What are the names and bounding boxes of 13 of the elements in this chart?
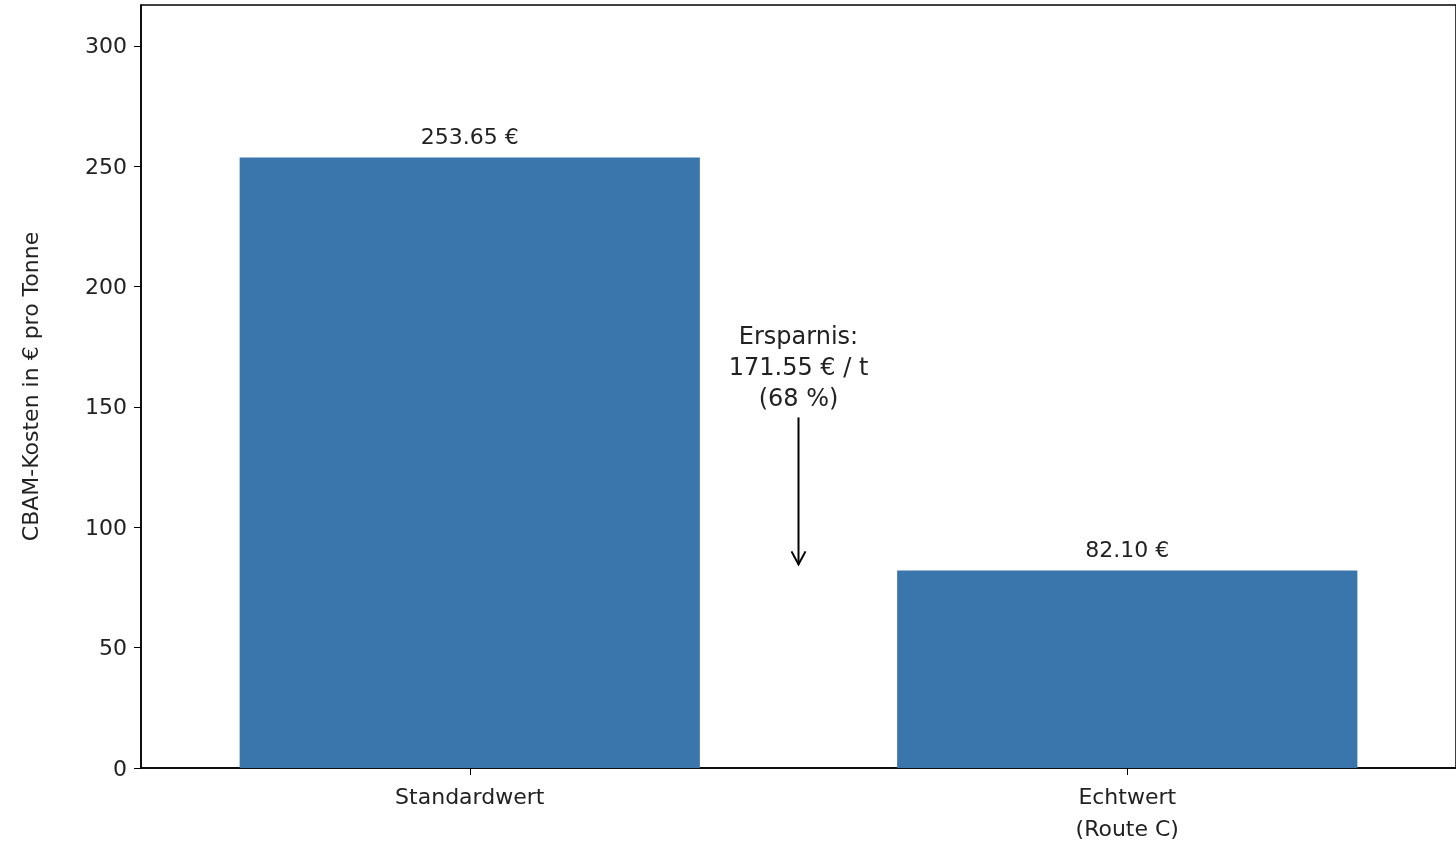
data-label: 82.10 €	[1085, 536, 1170, 562]
annotation: Ersparnis: 171.55 € / t (68 %)	[728, 321, 869, 412]
y-tick-label: 0	[113, 755, 127, 781]
y-tick-label: 150	[85, 394, 127, 420]
data-label: 253.65 €	[420, 123, 519, 149]
y-tick-label: 300	[85, 33, 127, 59]
y-tick-label: 200	[85, 274, 127, 300]
x-tick-label: Standardwert	[395, 783, 545, 809]
y-tick-label: 50	[99, 635, 127, 661]
x-tick-label: Echtwert (Route C)	[1075, 783, 1179, 841]
y-axis-title: CBAM-Kosten in € pro Tonne	[17, 231, 43, 542]
y-tick-label: 100	[85, 514, 127, 540]
y-tick-label: 250	[85, 153, 127, 179]
